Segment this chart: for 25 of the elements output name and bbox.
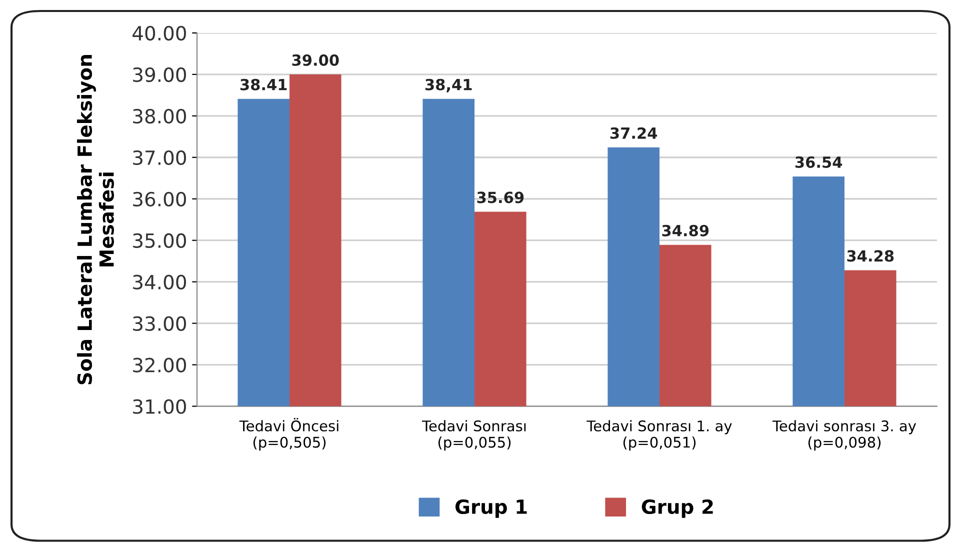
y-tick-label: 40.00 (132, 26, 186, 41)
data-label: 37.24 (610, 127, 658, 139)
y-tick-label: 38.00 (133, 108, 186, 124)
data-label: 35.69 (477, 192, 524, 204)
x-tick-label: Tedavi Sonrası (p=0,055) (422, 420, 526, 451)
y-tick-label: 33.00 (133, 316, 186, 331)
x-tick-label: Tedavi sonrası 3. ay (p=0,098) (772, 420, 916, 451)
data-label: 39.00 (292, 54, 339, 66)
y-tick-label: 35.00 (133, 233, 186, 248)
y-tick-label: 34.00 (133, 274, 186, 290)
data-label: 34.89 (662, 224, 709, 236)
y-tick-label: 32.00 (133, 358, 186, 372)
y-tick-label: 31.00 (133, 399, 186, 414)
legend-label: Grup 2 (642, 499, 713, 518)
data-label: 38,41 (425, 78, 472, 92)
data-label: 36.54 (795, 156, 842, 168)
x-tick-label: Tedavi Öncesi (p=0,505) (239, 418, 338, 451)
legend-label: Grup 1 (455, 499, 527, 518)
y-tick-label: 39.00 (133, 67, 186, 82)
y-tick-label: 36.00 (133, 192, 186, 207)
y-axis-title: Sola Lateral Lumbar Fleksiyon Mesafesi (76, 55, 114, 384)
data-label: 34.28 (847, 250, 894, 262)
x-tick-label: Tedavi Sonrası 1. ay (p=0,051) (586, 420, 732, 451)
data-label: 38.41 (240, 78, 287, 90)
y-tick-label: 37.00 (133, 150, 186, 166)
